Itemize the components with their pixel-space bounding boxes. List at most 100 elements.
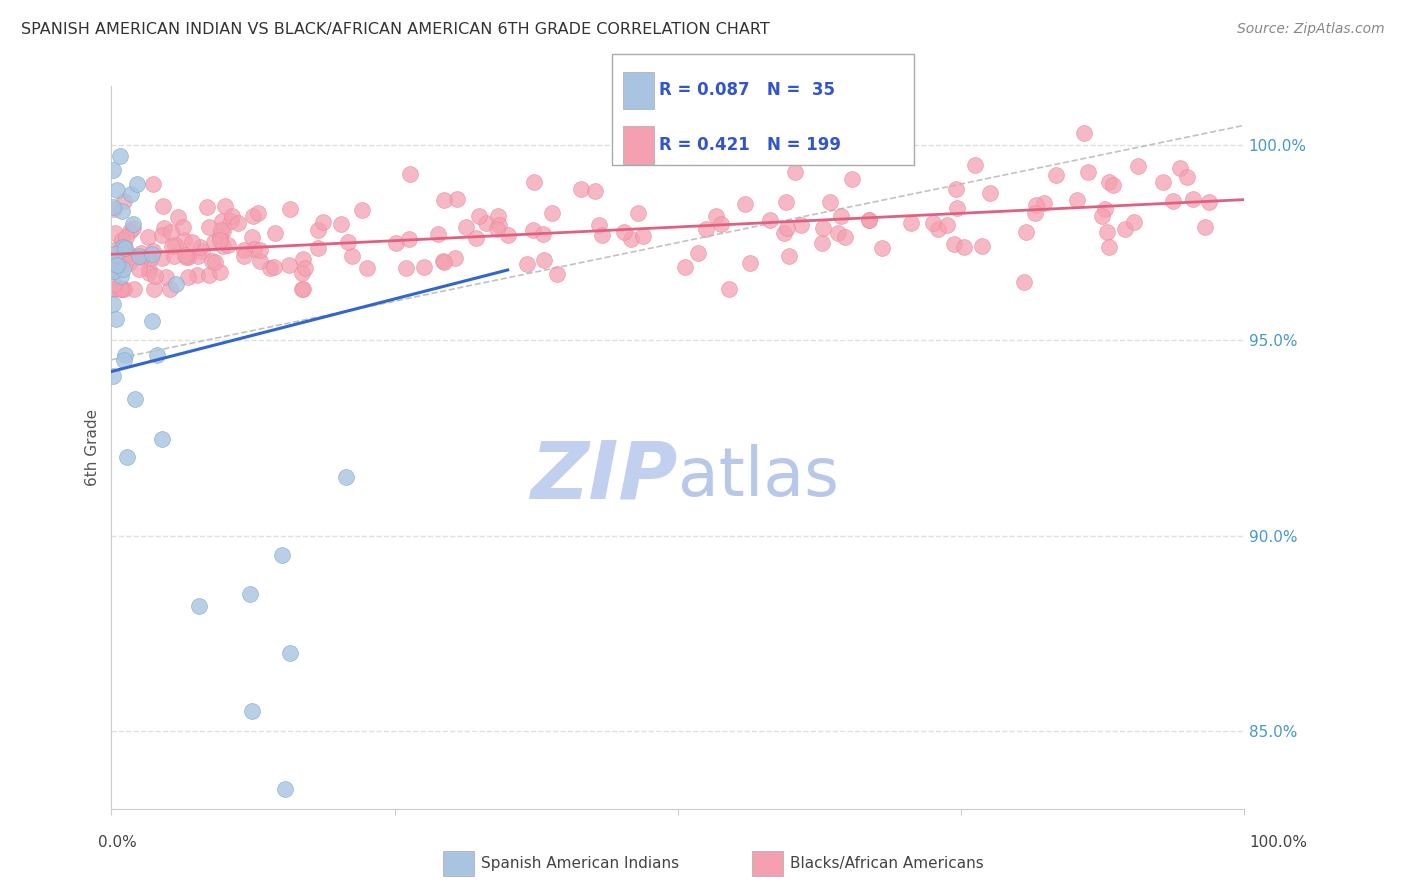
Point [290,266,312,280]
Point [247,206,270,220]
Point [827,226,849,240]
Point [139,252,162,266]
Point [352,203,374,218]
Point [1045,168,1067,182]
Point [488,218,510,232]
Point [128,262,150,277]
Point [1126,159,1149,173]
Point [249,253,271,268]
Point [191,244,214,258]
Point [209,223,232,237]
Point [150,227,173,242]
Point [686,245,709,260]
Point [165,277,187,292]
Point [105,258,128,272]
Point [943,237,966,252]
Point [217,238,239,252]
Point [1194,220,1216,235]
Point [103,283,125,297]
Point [188,599,211,613]
Point [141,247,163,261]
Point [412,260,434,275]
Point [202,235,225,249]
Text: Blacks/African Americans: Blacks/African Americans [790,856,984,871]
Point [734,197,756,211]
Point [335,470,357,484]
Point [249,244,271,258]
Point [1097,239,1119,253]
Point [142,244,165,259]
Point [226,216,249,230]
Point [1015,225,1038,239]
Point [103,277,125,291]
Point [312,214,335,228]
Point [631,229,654,244]
Point [103,243,125,257]
Point [110,240,132,254]
Point [1198,194,1220,209]
Point [738,256,761,270]
Point [695,222,717,236]
Point [211,213,233,227]
Point [101,369,124,384]
Point [127,177,149,191]
Point [103,283,125,297]
Point [516,257,538,271]
Point [356,260,378,275]
Point [342,249,364,263]
Point [294,260,316,275]
Point [922,216,945,230]
Point [240,704,263,718]
Point [443,251,465,265]
Point [122,251,145,265]
Point [131,245,153,260]
Point [1181,192,1204,206]
Point [242,242,264,256]
Point [718,283,741,297]
Point [242,210,264,224]
Point [221,210,243,224]
Point [522,223,544,237]
Point [291,283,314,297]
Y-axis label: 6th Grade: 6th Grade [86,409,100,486]
Point [138,266,160,280]
Point [138,230,160,244]
Point [120,224,142,238]
Point [263,260,285,275]
Text: atlas: atlas [678,444,838,510]
Point [841,172,863,186]
Point [468,209,491,223]
Point [569,182,592,196]
Point [172,219,194,234]
Point [101,200,124,214]
Point [219,214,242,228]
Point [1066,193,1088,207]
Point [101,163,124,178]
Point [104,246,127,260]
Point [122,221,145,235]
Point [280,202,302,216]
Point [292,252,315,266]
Point [112,240,135,254]
Point [704,209,727,223]
Point [197,268,219,282]
Point [1102,178,1125,192]
Point [187,249,209,263]
Point [143,268,166,283]
Point [426,227,449,241]
Point [1024,205,1046,219]
Point [239,587,262,601]
Point [965,159,987,173]
Point [111,204,134,219]
Point [142,283,165,297]
Point [146,348,169,362]
Point [115,229,138,244]
Point [533,252,555,267]
Point [1152,175,1174,189]
Point [307,223,329,237]
Point [870,241,893,255]
Point [1098,175,1121,189]
Point [114,348,136,362]
Point [858,213,880,227]
Point [336,235,359,249]
